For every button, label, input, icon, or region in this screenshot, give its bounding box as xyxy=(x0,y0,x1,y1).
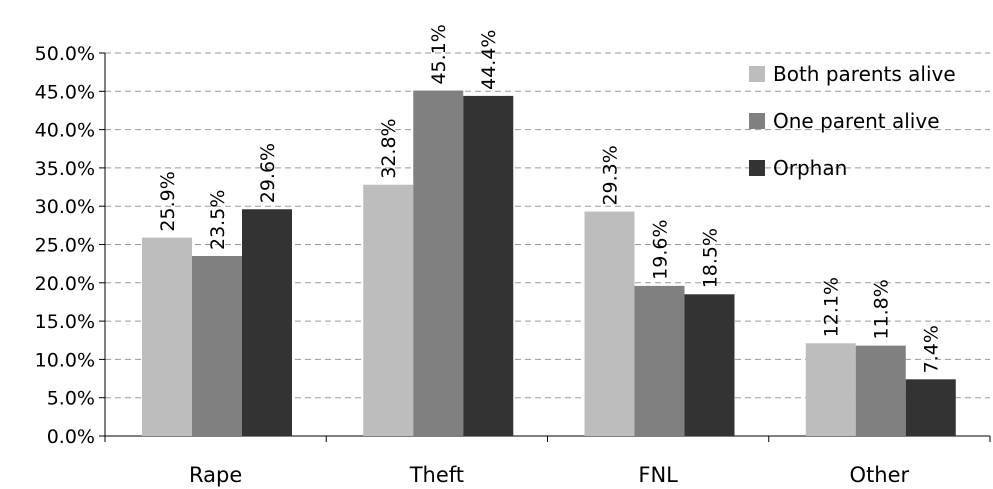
y-tick-label: 25.0% xyxy=(35,235,95,257)
bar xyxy=(684,294,735,436)
axes: 0.0% 5.0% 10.0% 15.0% 20.0% 25.0% 30.0% 35.0% 40… xyxy=(35,43,991,487)
legend-label: Both parents alive xyxy=(773,62,956,86)
bar xyxy=(905,379,956,436)
data-label: 29.6% xyxy=(257,143,279,203)
data-label: 18.5% xyxy=(700,228,722,288)
bar xyxy=(463,95,514,437)
legend-swatch xyxy=(749,160,765,176)
bar xyxy=(805,343,856,436)
data-label: 19.6% xyxy=(650,220,672,280)
y-tick-label: 35.0% xyxy=(35,158,95,180)
x-category-label: Rape xyxy=(189,463,242,487)
bar xyxy=(192,255,242,436)
legend-swatch xyxy=(749,66,765,82)
legend: Both parents alive One parent alive Orphan xyxy=(749,62,956,180)
bar xyxy=(584,211,635,436)
y-tick-label: 40.0% xyxy=(35,120,95,142)
bar xyxy=(363,184,414,436)
y-tick-label: 0.0% xyxy=(47,426,95,448)
y-tick-label: 50.0% xyxy=(35,43,95,65)
data-labels: 25.9% 23.5% 29.6% 32.8% 45.1% 44.4% 29.3% 19.6%… xyxy=(157,24,943,373)
data-label: 23.5% xyxy=(207,190,229,250)
y-tick-label: 15.0% xyxy=(35,311,95,333)
legend-label: One parent alive xyxy=(773,109,940,133)
y-tick-label: 5.0% xyxy=(47,388,95,410)
legend-label: Orphan xyxy=(773,156,847,180)
data-label: 25.9% xyxy=(157,171,179,231)
data-label: 45.1% xyxy=(428,24,450,84)
gridlines xyxy=(105,52,990,399)
data-label: 7.4% xyxy=(921,325,943,373)
data-label: 29.3% xyxy=(600,145,622,205)
bar xyxy=(242,209,292,436)
data-label: 11.8% xyxy=(871,279,893,339)
bar xyxy=(634,285,685,436)
legend-swatch xyxy=(749,113,765,129)
y-tick-label: 30.0% xyxy=(35,196,95,218)
data-label: 12.1% xyxy=(821,277,843,337)
x-category-label: Theft xyxy=(409,463,464,487)
y-tick-label: 10.0% xyxy=(35,349,95,371)
data-label: 32.8% xyxy=(378,118,400,178)
data-label: 44.4% xyxy=(478,30,500,90)
bar xyxy=(413,90,464,436)
bars xyxy=(142,90,956,437)
x-category-label: Other xyxy=(850,463,910,487)
bar xyxy=(142,237,192,436)
y-tick-label: 45.0% xyxy=(35,81,95,103)
bar xyxy=(855,345,906,436)
y-tick-label: 20.0% xyxy=(35,273,95,295)
x-category-label: FNL xyxy=(638,463,678,487)
